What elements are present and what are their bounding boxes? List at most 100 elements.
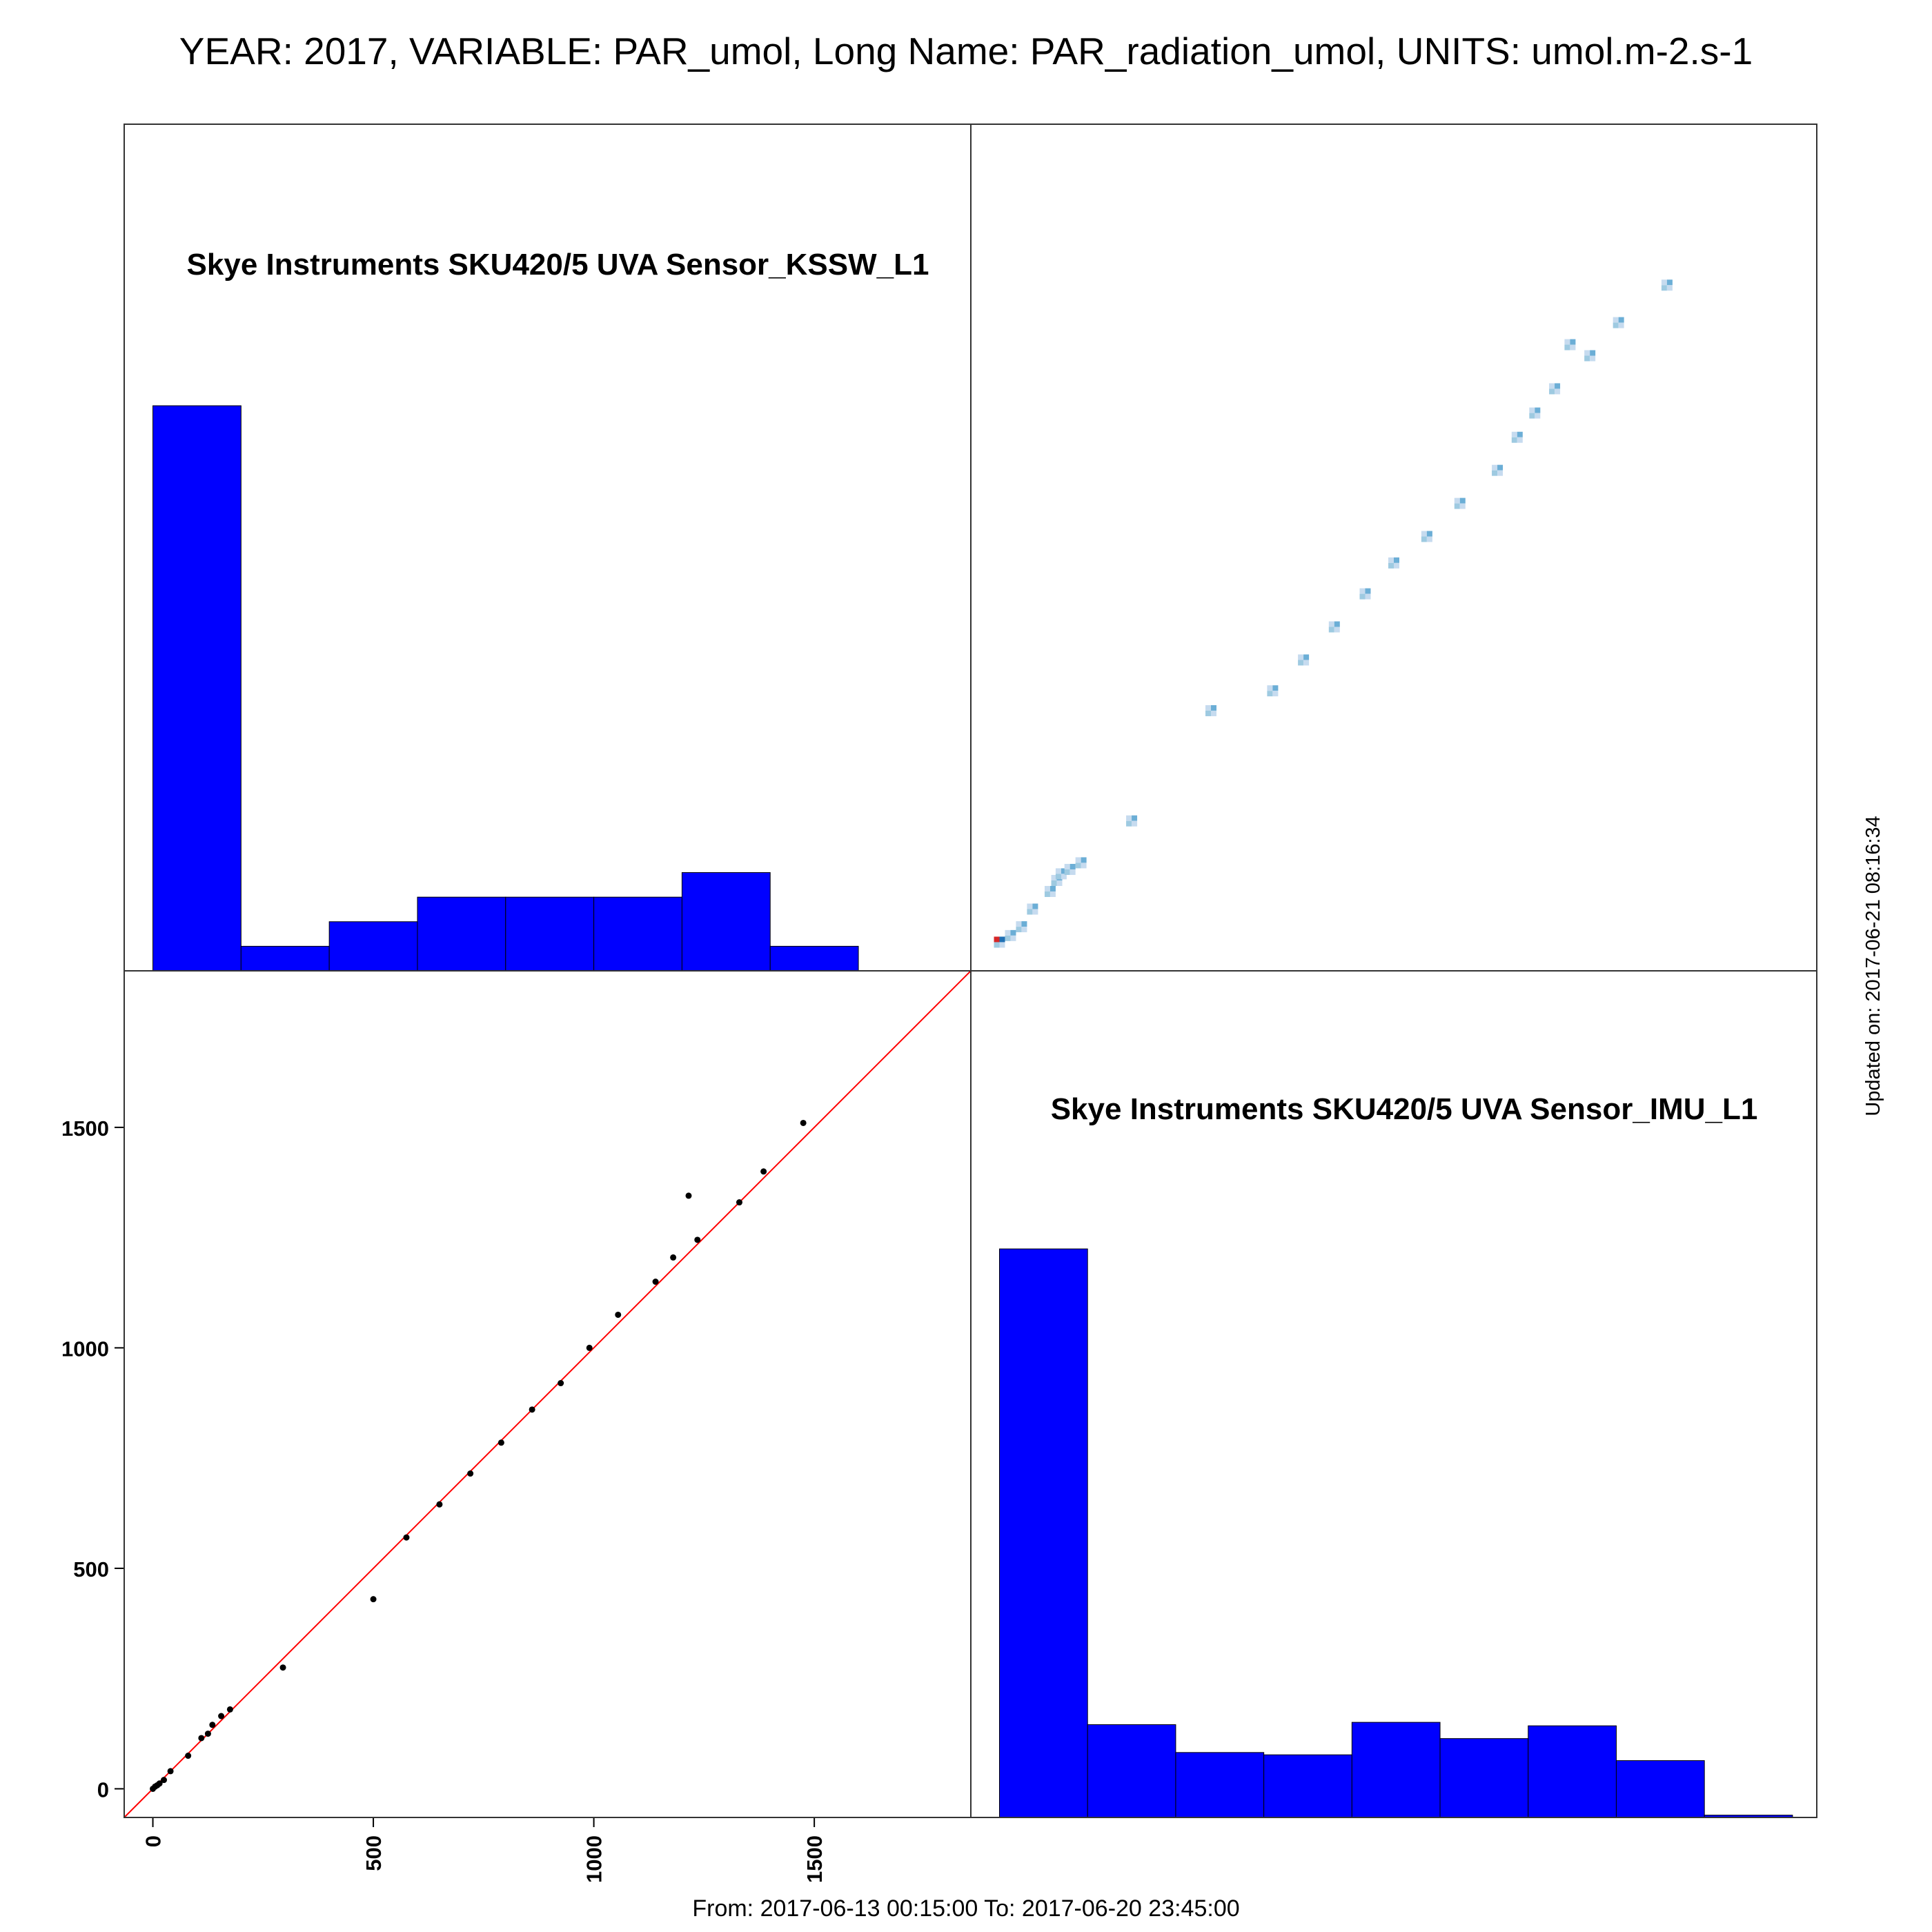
density-cell (1051, 874, 1057, 880)
density-cell (1126, 815, 1132, 821)
density-cell (1618, 322, 1624, 328)
density-cell (1021, 927, 1027, 933)
density-cell (1511, 437, 1517, 443)
histogram-bar (152, 405, 241, 972)
density-cell (1303, 660, 1310, 666)
reference-line (124, 970, 972, 1818)
density-cell (1211, 704, 1217, 711)
panel-title: Skye Instruments SKU420/5 UVA Sensor_IMU… (1051, 1092, 1758, 1126)
scatter-point (652, 1279, 659, 1285)
scatter-point (204, 1731, 211, 1737)
histogram-bar (328, 921, 418, 972)
density-cell (1070, 869, 1076, 876)
density-cell (1205, 704, 1212, 711)
x-tick-label: 1000 (582, 1835, 607, 1883)
scatter-point (586, 1344, 593, 1351)
density-cell (1426, 536, 1432, 542)
scatter-point (209, 1722, 216, 1728)
density-cell (1032, 903, 1038, 909)
density-cell (1055, 868, 1061, 874)
x-tick-label: 1500 (802, 1835, 827, 1883)
y-tick-label: 1000 (61, 1337, 109, 1361)
density-cell (1010, 935, 1016, 941)
density-cell (1613, 322, 1619, 328)
panel-title: Skye Instruments SKU420/5 UVA Sensor_KSS… (187, 248, 929, 282)
histogram-bar (1439, 1738, 1529, 1818)
density-cell (1005, 929, 1011, 936)
density-cell (1497, 464, 1504, 471)
density-cell (1359, 588, 1366, 594)
scatter-point (218, 1713, 225, 1719)
density-cell (1529, 413, 1535, 419)
density-cell (1021, 921, 1027, 927)
y-tick-label: 0 (97, 1777, 109, 1802)
density-cell (1394, 562, 1399, 569)
density-cell (1590, 350, 1596, 356)
histogram-bar (505, 896, 595, 972)
density-cell (1511, 431, 1517, 437)
scatter-point (685, 1192, 692, 1199)
density-cell (1049, 891, 1056, 897)
y-tick-label: 500 (73, 1557, 109, 1581)
histogram-bar (999, 1248, 1088, 1818)
density-cell (1421, 531, 1427, 537)
scatter-point (185, 1753, 192, 1759)
density-cell (1388, 557, 1394, 563)
density-cell (1211, 710, 1217, 716)
density-cell (1535, 413, 1541, 419)
panel-frames (124, 124, 1817, 1818)
panel-density-heatmap (994, 279, 1673, 948)
density-cell (1394, 557, 1399, 563)
panel-scatter: 0 500 1000 1500 0 500 1000 1500 (61, 970, 972, 1883)
histogram-bar (1528, 1725, 1617, 1818)
density-cell (1328, 627, 1334, 633)
density-cell (1421, 536, 1427, 542)
scatter-point (694, 1236, 701, 1243)
density-cell (1032, 909, 1038, 915)
density-cell (1075, 857, 1081, 863)
scatter-point (760, 1168, 767, 1175)
scatter-point (558, 1380, 564, 1387)
panel-histogram-kssw: Skye Instruments SKU420/5 UVA Sensor_KSS… (152, 248, 929, 972)
density-cell (1492, 470, 1498, 476)
histogram-bar (681, 872, 771, 972)
scatter-point (736, 1199, 742, 1206)
density-cell (1055, 874, 1061, 880)
page-title: YEAR: 2017, VARIABLE: PAR_umol, Long Nam… (179, 30, 1753, 72)
density-cell (1205, 710, 1212, 716)
density-cell (1666, 279, 1673, 286)
density-cell (1328, 621, 1334, 627)
y-tick-label: 1500 (61, 1116, 109, 1141)
density-cell (1061, 868, 1067, 874)
density-cell (1005, 935, 1011, 941)
density-cell (1661, 279, 1667, 286)
density-cell (1267, 685, 1273, 691)
density-cell (1517, 437, 1523, 443)
density-cell (1061, 874, 1067, 880)
histogram-bar (417, 896, 506, 972)
density-cell (1564, 339, 1570, 345)
density-cell (1027, 903, 1033, 909)
scatter-point (497, 1439, 504, 1446)
density-cell (1016, 927, 1022, 933)
density-cell (1272, 691, 1279, 697)
scatter-point (370, 1596, 377, 1603)
density-cell (1564, 344, 1570, 351)
histogram-bar (1263, 1754, 1352, 1818)
scatter-point (436, 1501, 443, 1508)
density-cell (1570, 344, 1576, 351)
density-cell (1132, 815, 1138, 821)
density-cell (1584, 355, 1590, 362)
density-cell (1064, 864, 1070, 870)
density-cell (1267, 691, 1273, 697)
density-cell (1132, 820, 1138, 827)
density-cell (1298, 654, 1304, 660)
density-cell (1010, 929, 1016, 936)
scatter-point (467, 1470, 474, 1477)
density-cell (1454, 503, 1460, 509)
density-cell (1535, 407, 1541, 413)
density-cell (1459, 503, 1466, 509)
density-cell (1365, 588, 1371, 594)
histogram-bar (1175, 1752, 1265, 1818)
scatter-point (800, 1119, 807, 1126)
